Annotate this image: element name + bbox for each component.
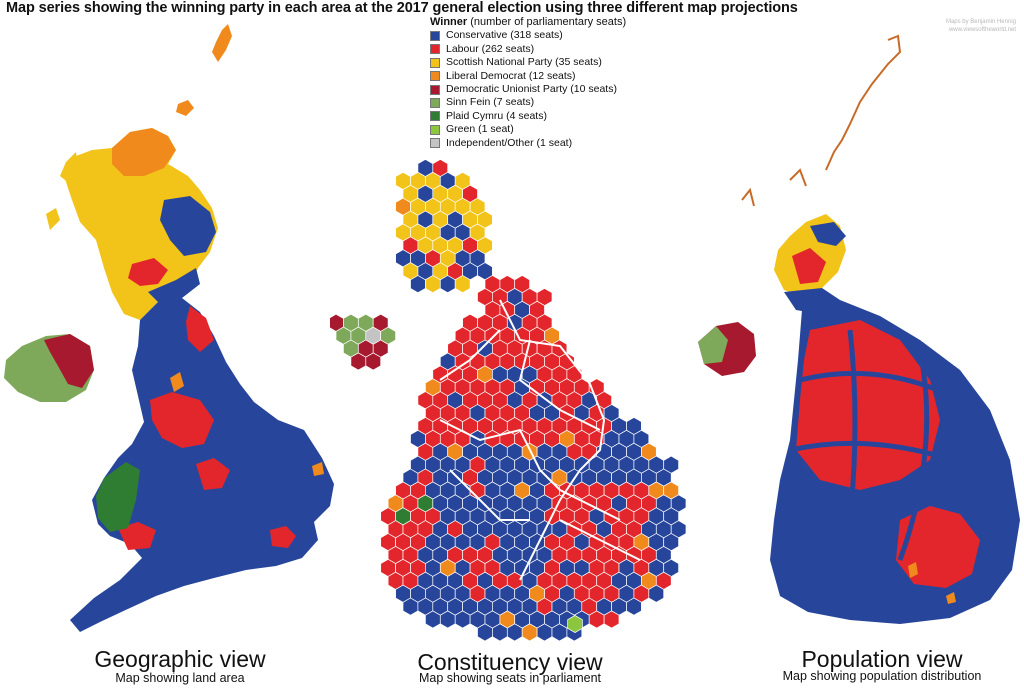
legend-heading: Winner (number of parliamentary seats) [430,16,650,29]
legend-swatch [430,138,440,149]
legend-label: Plaid Cymru (4 seats) [446,109,547,122]
north-east-labour [186,306,214,352]
legend-label: Labour (262 seats) [446,42,535,55]
constituency-hex [626,597,642,616]
legend-swatch [430,111,440,122]
legend-item-green: Green (1 seat) [430,123,650,136]
midlands-labour [196,458,230,490]
credit: Maps by Benjamin Hennig www.viewsofthewo… [946,18,1016,34]
london-labour [270,526,296,548]
constituency-hex [454,275,471,294]
libdem-lakes [170,372,184,392]
legend: Winner (number of parliamentary seats) C… [430,16,650,150]
legend-item-conservative: Conservative (318 seats) [430,29,650,42]
cartogram-network-lines [789,329,1001,561]
scotland-cartogram-blue [784,222,846,314]
geographic-view-title: Geographic view [94,646,266,672]
wales-plaid-cymru [96,462,140,532]
constituency-hex [603,610,620,629]
cartogram-libdem-spots [908,562,956,604]
legend-label: Independent/Other (1 seat) [446,136,573,149]
legend-heading-note: (number of parliamentary seats) [467,16,627,28]
credit-author: Maps by Benjamin Hennig [945,19,1016,25]
south-wales-labour [118,522,156,550]
legend-label: Liberal Democrat (12 seats) [446,69,576,82]
legend-label: Green (1 seat) [446,123,514,136]
legend-swatch [430,31,440,42]
scotland-conservative-east [160,196,216,256]
legend-item-snp: Scottish National Party (35 seats) [430,56,650,69]
legend-swatch [430,71,440,82]
constituency-view-title: Constituency view [417,649,603,675]
legend-swatch [430,124,440,135]
constituency-hex [567,614,583,634]
constituency-map [330,160,687,642]
legend-label: Scottish National Party (35 seats) [446,56,602,69]
legend-swatch [430,98,440,109]
legend-label: Democratic Unionist Party (10 seats) [446,82,617,95]
legend-heading-winner: Winner [430,16,468,28]
scottish-islands-thin [741,34,902,207]
legend-swatch [430,57,440,68]
region-boundaries [439,299,641,581]
northern-ireland-cartogram-sf [698,326,728,364]
legend-item-plaid-cymru: Plaid Cymru (4 seats) [430,110,650,123]
legend-item-labour: Labour (262 seats) [430,43,650,56]
legend-item-independent: Independent/Other (1 seat) [430,137,650,150]
population-map [698,34,1020,624]
population-view-subtitle: Map showing population distribution [782,669,982,683]
constituency-view-subtitle: Map showing seats in parliament [418,671,602,685]
scotland-conservative-borders [148,268,200,304]
legend-label: Sinn Fein (7 seats) [446,96,535,109]
scotland-labour [128,258,168,286]
map-title: Map series showing the winning party in … [6,0,798,16]
hex-cells [330,160,687,642]
credit-url: www.viewsoftheworld.net [948,27,1016,33]
libdem-east [312,462,324,476]
north-west-labour [150,392,214,448]
legend-swatch [430,44,440,55]
northern-ireland-dup [44,334,94,388]
shetland-islands [212,24,232,62]
scotland-libdem-north [112,128,176,176]
orkney-islands [176,100,194,116]
geographic-map [4,24,334,632]
legend-item-libdem: Liberal Democrat (12 seats) [430,70,650,83]
scotland-cartogram-red [792,248,826,284]
cartogram-labour-london [896,506,980,588]
legend-swatch [430,84,440,95]
constituency-hex [365,352,382,371]
legend-item-sinn-fein: Sinn Fein (7 seats) [430,96,650,109]
population-view-title: Population view [801,646,963,672]
geographic-view-subtitle: Map showing land area [115,671,245,685]
legend-label: Conservative (318 seats) [446,29,563,42]
constituency-hex [648,584,665,603]
scotland [64,128,218,320]
legend-item-dup: Democratic Unionist Party (10 seats) [430,83,650,96]
scotland-islands [46,152,78,230]
